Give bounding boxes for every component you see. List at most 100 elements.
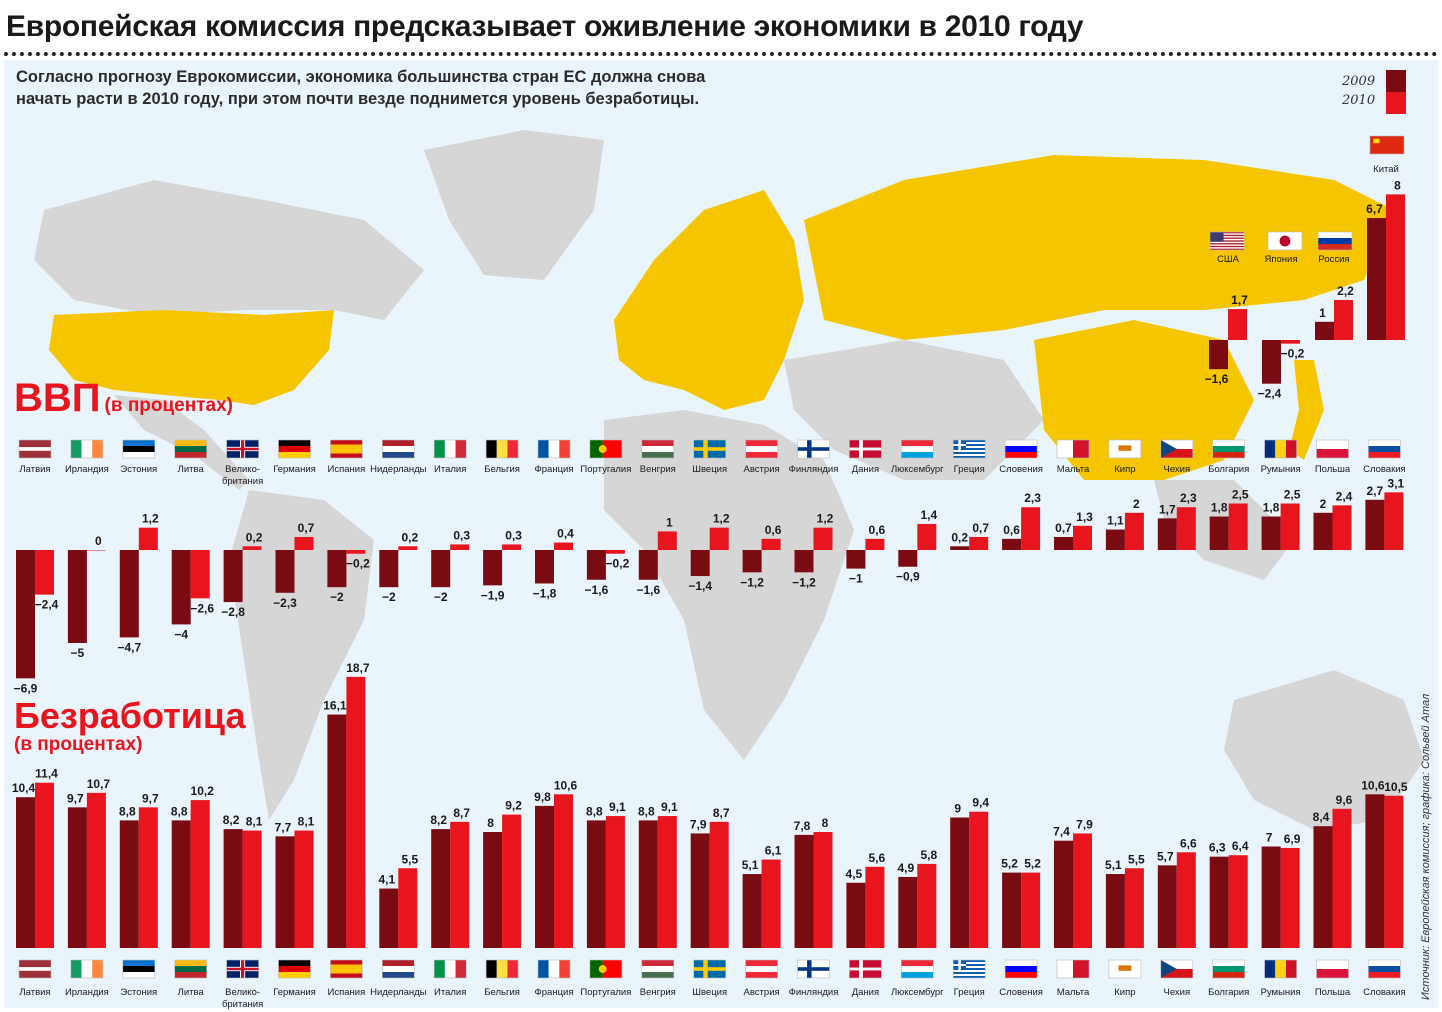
gdp-country-label-16: Дания bbox=[852, 464, 879, 475]
gdp-bar-2009-19 bbox=[1002, 538, 1022, 550]
flag-lu-icon bbox=[900, 439, 934, 459]
gdp-bar-2010-2 bbox=[138, 527, 158, 550]
gdp-value-2010-24: 2,5 bbox=[1284, 488, 1301, 502]
flag-gb-icon bbox=[226, 959, 259, 979]
unemp-value-2010-24: 6,9 bbox=[1284, 832, 1301, 846]
flag-cy-icon bbox=[1108, 959, 1142, 979]
flag-nl-icon bbox=[381, 439, 415, 459]
unemp-bar-2009-1 bbox=[67, 807, 87, 948]
unemp-country-label-26: Словакия bbox=[1363, 987, 1406, 998]
unemp-value-2010-16: 5,6 bbox=[869, 851, 886, 865]
unemployment-title: Безработица bbox=[14, 695, 246, 736]
flag-lv-icon bbox=[18, 959, 52, 979]
gdp-bar-2010-12 bbox=[657, 531, 677, 550]
gdp-bar-2010-17 bbox=[917, 523, 937, 550]
gdp-country-label-20: Мальта bbox=[1057, 464, 1090, 475]
unemp-value-2009-23: 6,3 bbox=[1209, 841, 1226, 855]
gdp-value-2010-1: 0 bbox=[95, 534, 102, 548]
unemp-country-label-11: Португалия bbox=[580, 987, 631, 998]
flag-jp-icon bbox=[1267, 231, 1303, 251]
flag-mt-icon bbox=[1056, 959, 1090, 979]
unemp-bar-2009-8 bbox=[431, 829, 451, 948]
gdp-bar-2010-18 bbox=[969, 536, 989, 550]
gdp-other-value-2009-2: 1 bbox=[1319, 306, 1326, 320]
gdp-value-2009-5: −2,3 bbox=[273, 596, 297, 610]
unemp-value-2009-19: 5,2 bbox=[1001, 857, 1018, 871]
flag-us-icon bbox=[1209, 231, 1245, 251]
flag-cy-icon bbox=[1108, 439, 1142, 459]
unemp-country-label-4: Велико-британия bbox=[222, 987, 263, 1010]
gdp-value-2010-25: 2,4 bbox=[1336, 489, 1353, 503]
gdp-value-2010-21: 2 bbox=[1133, 497, 1140, 511]
unemp-bar-2010-24 bbox=[1280, 847, 1300, 948]
flag-dk-icon bbox=[849, 959, 882, 979]
gdp-bar-2010-4 bbox=[242, 546, 262, 550]
unemp-bar-2010-20 bbox=[1073, 833, 1092, 948]
unemp-bar-2010-21 bbox=[1124, 868, 1144, 948]
gdp-bar-2009-9 bbox=[483, 550, 503, 586]
gdp-bar-2009-16 bbox=[846, 550, 866, 569]
gdp-country-label-15: Финляндия bbox=[789, 464, 839, 475]
unemployment-title-note: (в процентах) bbox=[14, 734, 143, 755]
subtitle-line-2: начать расти в 2010 году, при этом почти… bbox=[16, 90, 700, 108]
flag-bg-icon bbox=[1212, 439, 1245, 459]
gdp-bar-2009-25 bbox=[1313, 512, 1333, 550]
unemp-value-2009-13: 7,9 bbox=[690, 817, 707, 831]
gdp-bar-2010-6 bbox=[346, 550, 366, 554]
gdp-value-2009-14: −1,2 bbox=[740, 575, 764, 589]
unemp-value-2010-14: 6,1 bbox=[765, 844, 782, 858]
gdp-bar-2010-26 bbox=[1384, 492, 1404, 550]
unemp-value-2010-13: 8,7 bbox=[713, 806, 730, 820]
gdp-bar-2009-22 bbox=[1157, 518, 1177, 550]
gdp-value-2009-13: −1,4 bbox=[688, 579, 712, 593]
gdp-other-bar-2009-1 bbox=[1262, 340, 1281, 384]
gdp-bar-2009-8 bbox=[431, 550, 451, 588]
unemp-bar-2009-18 bbox=[950, 817, 970, 948]
gdp-bar-2010-0 bbox=[35, 550, 54, 595]
gdp-other-bar-2009-0 bbox=[1209, 340, 1228, 370]
gdp-bar-2010-3 bbox=[190, 550, 210, 599]
gdp-country-label-18: Греция bbox=[954, 464, 985, 475]
unemp-value-2010-5: 8,1 bbox=[298, 815, 315, 829]
unemp-bar-2010-23 bbox=[1228, 855, 1248, 948]
map-land-russia bbox=[804, 155, 1394, 340]
unemp-value-2010-15: 8 bbox=[822, 816, 829, 830]
gdp-bar-2009-4 bbox=[223, 550, 243, 603]
unemp-value-2010-22: 6,6 bbox=[1180, 836, 1197, 850]
unemp-bar-2010-11 bbox=[605, 816, 625, 948]
gdp-bar-2010-11 bbox=[605, 550, 625, 554]
gdp-country-label-6: Испания bbox=[328, 464, 366, 475]
gdp-country-label-14: Австрия bbox=[744, 464, 780, 475]
gdp-value-2010-20: 1,3 bbox=[1076, 510, 1093, 524]
unemp-bar-2009-22 bbox=[1157, 865, 1177, 948]
unemp-country-label-17: Люксембург bbox=[891, 987, 944, 998]
unemp-value-2009-5: 7,7 bbox=[275, 820, 292, 834]
gdp-bar-2010-25 bbox=[1332, 505, 1352, 550]
flag-sk-icon bbox=[1368, 439, 1401, 459]
gdp-country-label-25: Польша bbox=[1315, 464, 1351, 475]
unemp-value-2010-0: 11,4 bbox=[35, 767, 58, 781]
unemp-bar-2010-12 bbox=[657, 816, 677, 948]
gdp-country-label-2: Эстония bbox=[120, 464, 157, 475]
map-land-australia bbox=[1224, 670, 1424, 830]
gdp-value-2009-10: −1,8 bbox=[533, 586, 557, 600]
unemp-bar-2010-3 bbox=[190, 800, 210, 948]
unemp-value-2009-25: 8,4 bbox=[1313, 810, 1330, 824]
unemp-bar-2009-25 bbox=[1313, 826, 1333, 948]
gdp-other-bar-2009-3 bbox=[1367, 218, 1386, 340]
gdp-country-label-23: Болгария bbox=[1208, 464, 1249, 475]
unemp-bar-2010-16 bbox=[865, 866, 885, 948]
gdp-value-2009-16: −1 bbox=[849, 572, 863, 586]
flag-lt-icon bbox=[174, 959, 207, 979]
gdp-value-2009-8: −2 bbox=[434, 590, 448, 604]
flag-pl-icon bbox=[1316, 959, 1349, 979]
gdp-bar-2009-17 bbox=[898, 550, 918, 567]
gdp-bar-2009-13 bbox=[690, 550, 710, 577]
gdp-other-bar-2010-0 bbox=[1228, 309, 1247, 340]
unemp-bar-2010-4 bbox=[242, 830, 262, 948]
unemp-value-2009-21: 5,1 bbox=[1105, 858, 1122, 872]
unemp-bar-2009-5 bbox=[275, 836, 295, 948]
gdp-value-2009-26: 2,7 bbox=[1367, 484, 1384, 498]
gdp-bar-2010-21 bbox=[1124, 512, 1144, 550]
flag-nl-icon bbox=[381, 959, 415, 979]
